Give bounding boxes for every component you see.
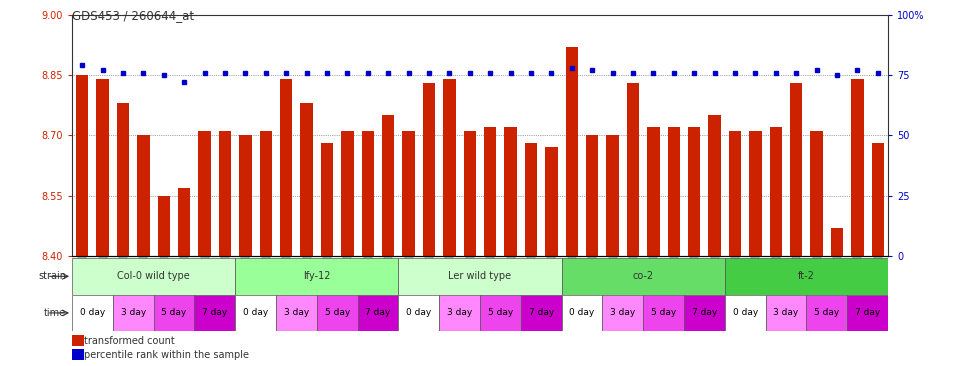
Text: 3 day: 3 day [284, 309, 309, 317]
Text: 7 day: 7 day [366, 309, 391, 317]
Bar [688, 127, 701, 256]
Bar [199, 131, 211, 256]
Bar [178, 188, 190, 256]
Text: percentile rank within the sample: percentile rank within the sample [84, 350, 249, 360]
Bar [398, 295, 440, 331]
Text: ft-2: ft-2 [798, 271, 815, 281]
Bar [342, 131, 353, 256]
Bar [750, 131, 761, 256]
Bar [647, 127, 660, 256]
Bar [766, 295, 806, 331]
Bar [725, 295, 766, 331]
Bar [586, 135, 598, 256]
Bar [643, 295, 684, 331]
Text: 3 day: 3 day [121, 309, 146, 317]
Bar [770, 127, 782, 256]
Bar [72, 258, 235, 295]
Bar [806, 295, 848, 331]
Bar [235, 258, 398, 295]
Bar [790, 83, 803, 256]
Bar [113, 295, 154, 331]
Bar [545, 147, 558, 256]
Bar [280, 79, 292, 256]
Bar [525, 143, 538, 256]
Bar [357, 295, 398, 331]
Bar [484, 127, 496, 256]
Bar [848, 295, 888, 331]
Text: lfy-12: lfy-12 [303, 271, 330, 281]
Bar [402, 131, 415, 256]
Bar [259, 131, 272, 256]
Bar [276, 295, 317, 331]
Bar [72, 349, 84, 360]
Text: 5 day: 5 day [488, 309, 513, 317]
Bar [464, 131, 476, 256]
Bar [440, 295, 480, 331]
Bar [603, 295, 643, 331]
Bar [219, 131, 231, 256]
Text: 3 day: 3 day [774, 309, 799, 317]
Text: transformed count: transformed count [84, 336, 175, 346]
Bar [810, 131, 823, 256]
Text: Col-0 wild type: Col-0 wild type [117, 271, 190, 281]
Bar [239, 135, 252, 256]
Text: 7 day: 7 day [692, 309, 717, 317]
Bar [76, 75, 88, 256]
Bar [195, 295, 235, 331]
Bar [725, 258, 888, 295]
Bar [321, 143, 333, 256]
Bar [708, 115, 721, 256]
Text: GDS453 / 260644_at: GDS453 / 260644_at [72, 9, 194, 22]
Bar [117, 103, 129, 256]
Bar [684, 295, 725, 331]
Bar [422, 83, 435, 256]
Text: 3 day: 3 day [447, 309, 472, 317]
Bar [667, 127, 680, 256]
Text: strain: strain [38, 271, 66, 281]
Text: 7 day: 7 day [529, 309, 554, 317]
Text: Ler wild type: Ler wild type [448, 271, 512, 281]
Text: 0 day: 0 day [80, 309, 105, 317]
Bar [72, 295, 113, 331]
Text: 0 day: 0 day [732, 309, 757, 317]
Bar [96, 79, 108, 256]
Text: time: time [44, 308, 66, 318]
Bar [72, 335, 84, 346]
Bar [852, 79, 864, 256]
Bar [562, 295, 603, 331]
Bar [362, 131, 373, 256]
Text: 5 day: 5 day [324, 309, 349, 317]
Bar [729, 131, 741, 256]
Text: 7 day: 7 day [203, 309, 228, 317]
Text: 0 day: 0 day [243, 309, 268, 317]
Bar [480, 295, 521, 331]
Bar [830, 228, 843, 256]
Text: 0 day: 0 day [406, 309, 431, 317]
Bar [154, 295, 195, 331]
Bar [872, 143, 884, 256]
Text: 0 day: 0 day [569, 309, 594, 317]
Bar [505, 127, 516, 256]
Text: 5 day: 5 day [814, 309, 839, 317]
Bar [444, 79, 455, 256]
Bar [562, 258, 725, 295]
Text: 5 day: 5 day [161, 309, 186, 317]
Bar [398, 258, 562, 295]
Text: 3 day: 3 day [611, 309, 636, 317]
Bar [521, 295, 562, 331]
Bar [565, 47, 578, 256]
Bar [300, 103, 313, 256]
Bar [317, 295, 357, 331]
Text: 5 day: 5 day [651, 309, 676, 317]
Bar [157, 196, 170, 256]
Bar [235, 295, 276, 331]
Bar [382, 115, 395, 256]
Bar [137, 135, 150, 256]
Text: co-2: co-2 [633, 271, 654, 281]
Bar [607, 135, 619, 256]
Text: 7 day: 7 day [855, 309, 880, 317]
Bar [627, 83, 639, 256]
